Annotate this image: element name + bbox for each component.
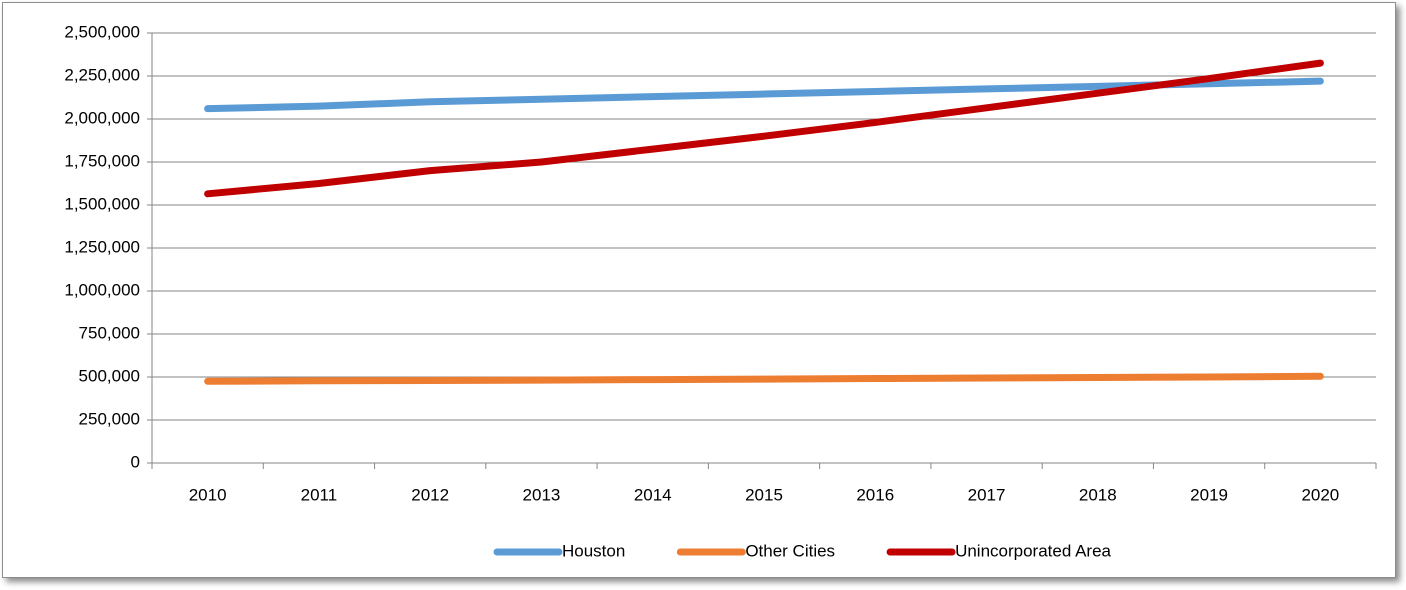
y-tick-label: 2,250,000 (64, 65, 140, 84)
y-tick-label: 1,750,000 (64, 151, 140, 170)
x-tick-label: 2016 (856, 485, 894, 504)
x-tick-label: 2012 (411, 485, 449, 504)
x-tick-label: 2019 (1190, 485, 1228, 504)
y-tick-label: 250,000 (79, 409, 140, 428)
legend-label: Other Cities (745, 541, 835, 560)
y-tick-label: 750,000 (79, 323, 140, 342)
x-tick-label: 2013 (523, 485, 561, 504)
legend-label: Unincorporated Area (955, 541, 1111, 560)
x-tick-label: 2017 (968, 485, 1006, 504)
x-tick-label: 2020 (1301, 485, 1339, 504)
x-tick-label: 2010 (189, 485, 227, 504)
series-line (204, 372, 1324, 385)
x-tick-label: 2011 (301, 485, 338, 504)
legend-label: Houston (562, 541, 625, 560)
series-line (204, 59, 1324, 198)
y-tick-label: 2,500,000 (64, 22, 140, 41)
x-tick-label: 2018 (1079, 485, 1117, 504)
y-tick-label: 500,000 (79, 366, 140, 385)
y-tick-label: 1,000,000 (64, 280, 140, 299)
y-tick-label: 2,000,000 (64, 108, 140, 127)
x-tick-label: 2015 (745, 485, 783, 504)
y-tick-label: 1,500,000 (64, 194, 140, 213)
y-tick-label: 1,250,000 (64, 237, 140, 256)
y-tick-label: 0 (131, 452, 140, 471)
x-tick-label: 2014 (634, 485, 672, 504)
